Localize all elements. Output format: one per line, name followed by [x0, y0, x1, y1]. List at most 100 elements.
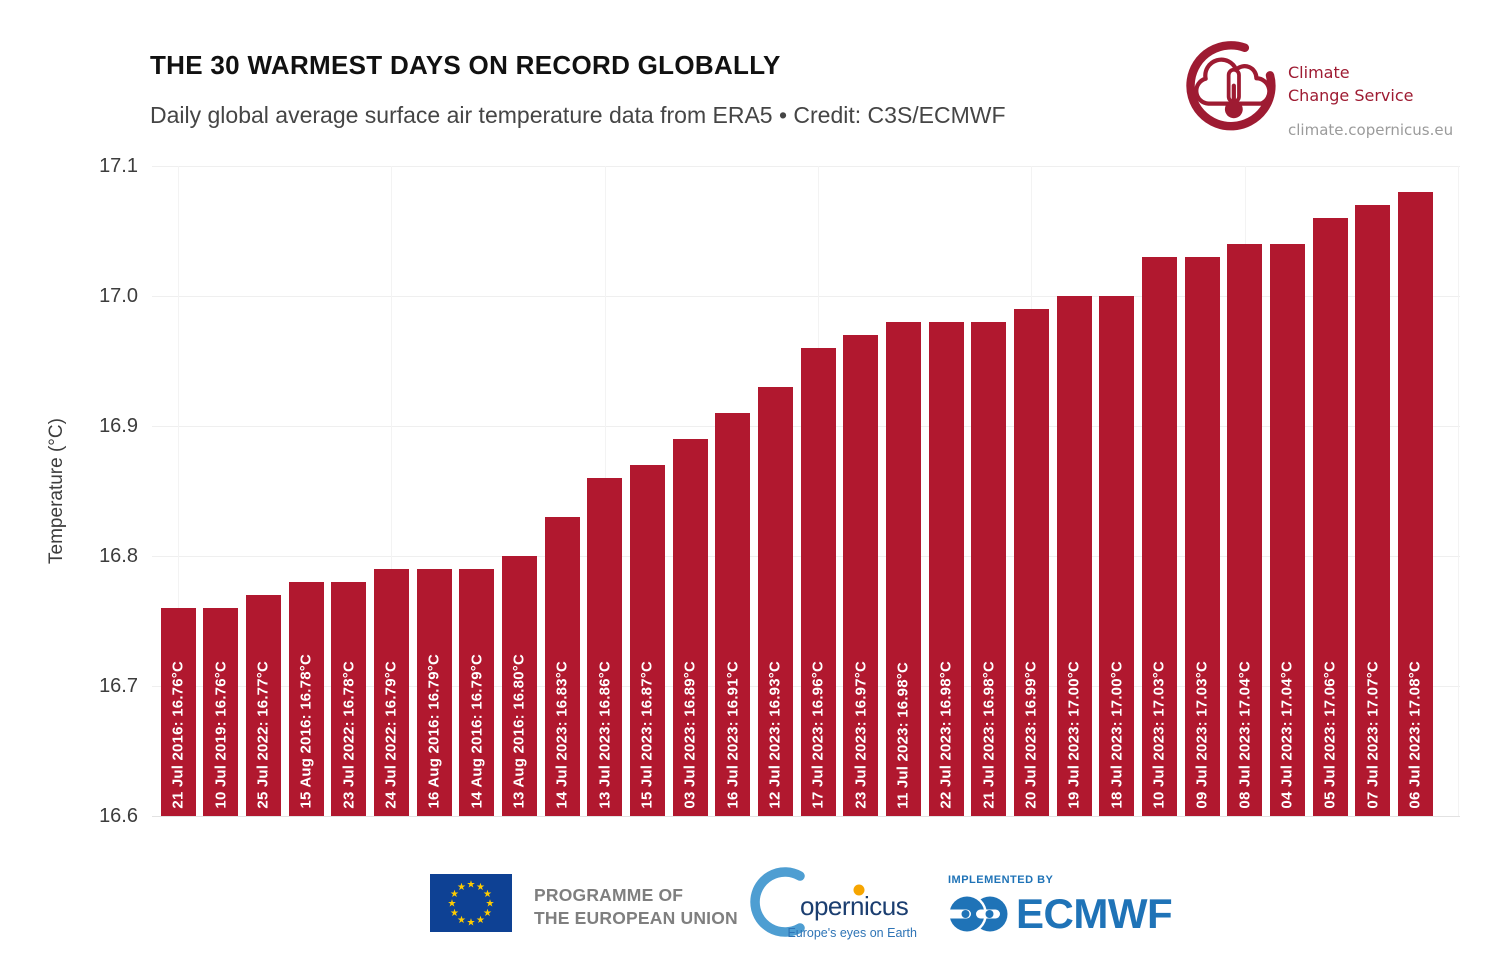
eu-star-icon: ★ — [457, 915, 466, 926]
ecmwf-logo: IMPLEMENTED BY ECMWF — [948, 874, 1173, 938]
bar: 04 Jul 2023: 17.04°C — [1269, 244, 1305, 816]
copernicus-crescent-icon — [750, 867, 805, 937]
bar: 14 Jul 2023: 16.83°C — [544, 517, 580, 816]
bar: 16 Aug 2016: 16.79°C — [416, 569, 452, 816]
bar-label: 25 Jul 2022: 16.77°C — [254, 661, 272, 809]
bar-label: 24 Jul 2022: 16.79°C — [382, 661, 400, 809]
bar-label: 21 Jul 2016: 16.76°C — [169, 661, 187, 809]
bar: 06 Jul 2023: 17.08°C — [1397, 192, 1433, 816]
bar: 13 Jul 2023: 16.86°C — [587, 478, 623, 816]
eu-star-icon: ★ — [457, 882, 466, 893]
copernicus-logo: opernicus Europe's eyes on Earth — [750, 867, 917, 940]
bar-label: 13 Jul 2023: 16.86°C — [596, 661, 614, 809]
eu-programme-label: PROGRAMME OF THE EUROPEAN UNION — [534, 884, 738, 930]
eu-star-icon: ★ — [450, 889, 459, 900]
y-tick-label: 16.6 — [99, 805, 138, 827]
bar-label: 17 Jul 2023: 16.96°C — [809, 661, 827, 809]
bar: 08 Jul 2023: 17.04°C — [1227, 244, 1263, 816]
eu-star-icon: ★ — [476, 882, 485, 893]
bar: 18 Jul 2023: 17.00°C — [1099, 296, 1135, 816]
copernicus-tagline: Europe's eyes on Earth — [787, 926, 917, 940]
gridline-v — [391, 166, 393, 816]
bar: 15 Aug 2016: 16.78°C — [288, 582, 324, 816]
gridline-h — [152, 816, 1460, 817]
y-axis-label: Temperature (°C) — [46, 418, 67, 564]
bar: 16 Jul 2023: 16.91°C — [715, 413, 751, 816]
bar-label: 18 Jul 2023: 17.00°C — [1108, 661, 1126, 809]
y-tick-label: 16.8 — [99, 545, 138, 567]
bar-label: 03 Jul 2023: 16.89°C — [681, 661, 699, 809]
eu-flag: ★ ★★★★★★★★★★★ — [430, 874, 512, 932]
bar: 15 Jul 2023: 16.87°C — [629, 465, 665, 816]
bar: 05 Jul 2023: 17.06°C — [1312, 218, 1348, 816]
gridline-v — [1458, 166, 1459, 816]
bar: 13 Aug 2016: 16.80°C — [501, 556, 537, 816]
eu-star-icon: ★ — [476, 915, 485, 926]
bar: 03 Jul 2023: 16.89°C — [672, 439, 708, 816]
bar-label: 16 Jul 2023: 16.91°C — [724, 661, 742, 809]
bar-label: 09 Jul 2023: 17.03°C — [1193, 661, 1211, 809]
eu-star-icon: ★ — [450, 908, 459, 919]
bar: 12 Jul 2023: 16.93°C — [757, 387, 793, 816]
gridline-h — [152, 296, 1460, 297]
bar-label: 20 Jul 2023: 16.99°C — [1022, 661, 1040, 809]
bar-label: 10 Jul 2019: 16.76°C — [212, 661, 230, 809]
page-subtitle: Daily global average surface air tempera… — [150, 102, 1006, 128]
y-tick-label: 16.9 — [99, 415, 138, 437]
bar-label: 21 Jul 2023: 16.98°C — [980, 661, 998, 809]
bar-label: 15 Jul 2023: 16.87°C — [638, 661, 656, 809]
y-tick-label: 17.1 — [99, 155, 138, 177]
bar: 19 Jul 2023: 17.00°C — [1056, 296, 1092, 816]
bar: 21 Jul 2016: 16.76°C — [160, 608, 196, 816]
c3s-name-line1: Climate — [1288, 63, 1350, 82]
bar-label: 13 Aug 2016: 16.80°C — [510, 654, 528, 809]
bar: 10 Jul 2019: 16.76°C — [203, 608, 239, 816]
gridline-h — [152, 166, 1460, 167]
bar: 25 Jul 2022: 16.77°C — [245, 595, 281, 816]
y-tick-label: 17.0 — [99, 285, 138, 307]
eu-star-icon: ★ — [467, 879, 476, 890]
ecmwf-implemented-by: IMPLEMENTED BY — [948, 874, 1054, 886]
c3s-url: climate.copernicus.eu — [1288, 121, 1454, 139]
bar: 20 Jul 2023: 16.99°C — [1013, 309, 1049, 816]
bar-label: 07 Jul 2023: 17.07°C — [1364, 661, 1382, 809]
bar-label: 23 Jul 2023: 16.97°C — [852, 661, 870, 809]
bar: 22 Jul 2023: 16.98°C — [928, 322, 964, 816]
bar-label: 11 Jul 2023: 16.98°C — [894, 662, 912, 809]
bar-label: 15 Aug 2016: 16.78°C — [297, 654, 315, 809]
copernicus-orange-dot-icon — [853, 884, 865, 896]
bar-label: 10 Jul 2023: 17.03°C — [1150, 661, 1168, 809]
eu-programme-line1: PROGRAMME OF — [534, 885, 684, 905]
eu-star-icon: ★ — [483, 889, 492, 900]
bar-label: 12 Jul 2023: 16.93°C — [766, 661, 784, 809]
bar-label: 14 Aug 2016: 16.79°C — [468, 654, 486, 809]
bar: 17 Jul 2023: 16.96°C — [800, 348, 836, 816]
bar-label: 14 Jul 2023: 16.83°C — [553, 661, 571, 809]
c3s-logo: Climate Change Service climate.copernicu… — [1184, 30, 1453, 140]
y-tick-label: 16.7 — [99, 675, 138, 697]
c3s-name-line2: Change Service — [1288, 86, 1414, 105]
bar: 09 Jul 2023: 17.03°C — [1184, 257, 1220, 816]
eu-programme-line2: THE EUROPEAN UNION — [534, 908, 738, 928]
bar: 14 Aug 2016: 16.79°C — [459, 569, 495, 816]
bar: 23 Jul 2022: 16.78°C — [331, 582, 367, 816]
page-title: THE 30 WARMEST DAYS ON RECORD GLOBALLY — [150, 50, 781, 80]
bar-label: 23 Jul 2022: 16.78°C — [340, 661, 358, 809]
bar-label: 19 Jul 2023: 17.00°C — [1065, 661, 1083, 809]
bar: 21 Jul 2023: 16.98°C — [971, 322, 1007, 816]
bar: 11 Jul 2023: 16.98°C — [885, 322, 921, 816]
eu-star-icon: ★ — [483, 908, 492, 919]
eu-star-icon: ★ — [448, 898, 457, 909]
gridline-v — [178, 166, 179, 816]
bar-label: 04 Jul 2023: 17.04°C — [1278, 661, 1296, 809]
bar-label: 05 Jul 2023: 17.06°C — [1321, 661, 1339, 809]
bar-label: 16 Aug 2016: 16.79°C — [425, 654, 443, 809]
bar: 10 Jul 2023: 17.03°C — [1141, 257, 1177, 816]
bar-label: 06 Jul 2023: 17.08°C — [1406, 661, 1424, 809]
bar: 07 Jul 2023: 17.07°C — [1355, 205, 1391, 816]
eu-star-icon: ★ — [467, 917, 476, 928]
ecmwf-name: ECMWF — [1016, 890, 1173, 937]
bar-label: 22 Jul 2023: 16.98°C — [937, 661, 955, 809]
